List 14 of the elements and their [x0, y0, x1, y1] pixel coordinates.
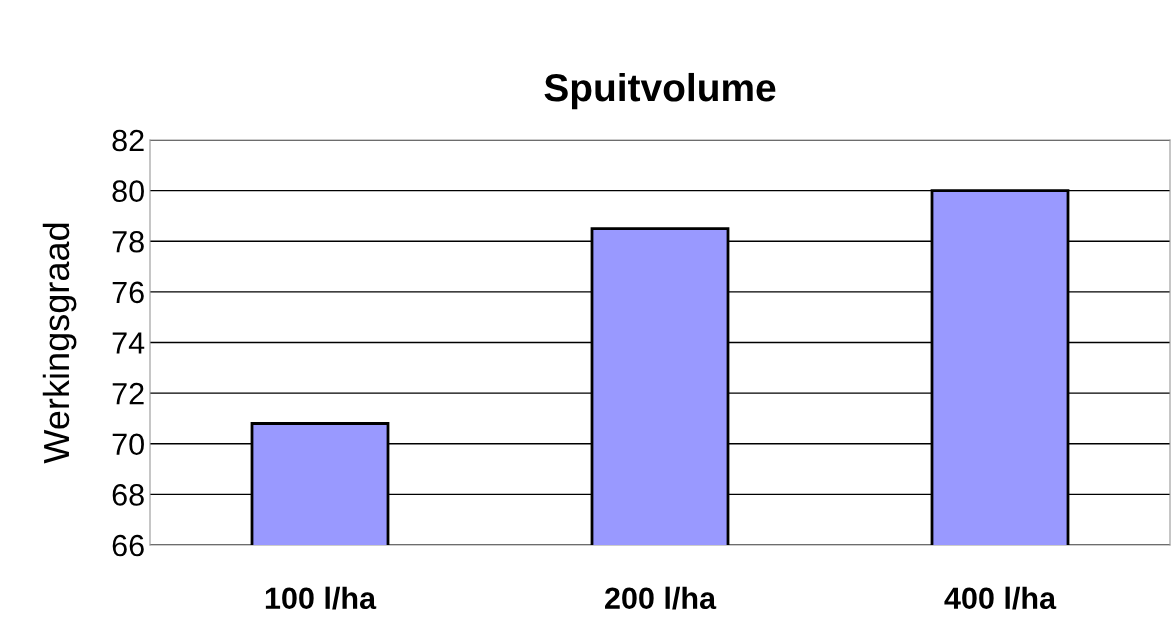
y-tick-label: 78 — [112, 230, 144, 253]
x-tick-label: 400 l/ha — [944, 586, 1057, 610]
x-tick-label: 100 l/ha — [265, 586, 377, 610]
y-tick-label: 72 — [112, 382, 144, 405]
y-tick-label: 76 — [112, 281, 144, 304]
y-tick-label: 68 — [112, 484, 144, 506]
y-axis-title: Werkingsgraad — [42, 223, 77, 464]
y-tick-label: 70 — [112, 433, 144, 456]
chart-title: Spuitvolume — [544, 72, 776, 110]
y-tick-label: 74 — [112, 332, 145, 354]
y-tick-label: 66 — [112, 534, 144, 557]
y-tick-label: 82 — [112, 129, 144, 152]
x-tick-label: 200 l/ha — [605, 586, 717, 610]
y-tick-label: 80 — [112, 180, 144, 202]
